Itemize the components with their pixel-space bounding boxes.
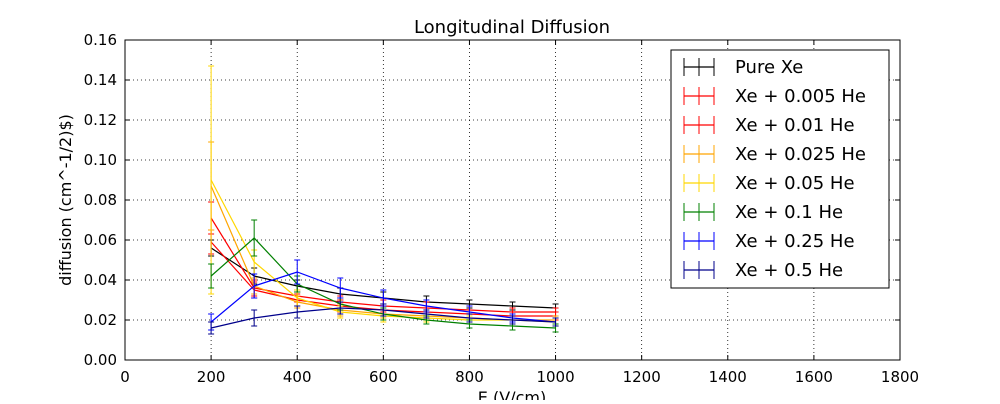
legend-label: Xe + 0.25 He — [735, 231, 855, 252]
legend-entry: Xe + 0.05 He — [683, 173, 855, 194]
y-axis-label: diffusion (cm^-1/2)$) — [56, 114, 75, 286]
legend-entry: Xe + 0.01 He — [683, 115, 855, 136]
y-tick-label: 0.14 — [84, 71, 117, 89]
x-tick-label: 600 — [369, 368, 398, 386]
legend: Pure Xe Xe + 0.005 He Xe + 0.01 He Xe + 0.0… — [670, 49, 890, 289]
y-tick-label: 0.04 — [84, 271, 117, 289]
x-tick-label: 1600 — [795, 368, 833, 386]
y-tick-label: 0.00 — [84, 351, 117, 369]
legend-entry: Xe + 0.1 He — [683, 202, 843, 223]
legend-label: Xe + 0.05 He — [735, 173, 855, 194]
y-tick-label: 0.12 — [84, 111, 117, 129]
legend-entry: Pure Xe — [683, 57, 803, 78]
axis-layer: 0 200 400 600 800 1000 1200 1400 1600 1800 0.00 0.0… — [84, 31, 920, 386]
series-layer — [208, 65, 559, 335]
legend-entry: Xe + 0.005 He — [683, 86, 866, 107]
x-tick-label: 1800 — [881, 368, 919, 386]
chart-title: Longitudinal Diffusion — [414, 17, 610, 38]
x-tick-label: 400 — [283, 368, 312, 386]
legend-entry: Xe + 0.25 He — [683, 231, 855, 252]
x-tick-label: 800 — [455, 368, 484, 386]
legend-label: Xe + 0.5 He — [735, 260, 843, 281]
legend-box — [670, 49, 890, 289]
x-tick-label: 200 — [197, 368, 226, 386]
x-tick-label: 1200 — [623, 368, 661, 386]
y-tick-label: 0.16 — [84, 31, 117, 49]
y-tick-label: 0.08 — [84, 191, 117, 209]
y-tick-label: 0.06 — [84, 231, 117, 249]
x-tick-label: 1400 — [709, 368, 747, 386]
x-tick-label: 1000 — [536, 368, 574, 386]
y-tick-label: 0.10 — [84, 151, 117, 169]
legend-label: Pure Xe — [735, 57, 803, 78]
legend-entry: Xe + 0.5 He — [683, 260, 843, 281]
legend-label: Xe + 0.005 He — [735, 86, 866, 107]
series-group — [208, 301, 559, 335]
legend-label: Xe + 0.1 He — [735, 202, 843, 223]
x-tick-label: 0 — [120, 368, 130, 386]
y-tick-label: 0.02 — [84, 311, 117, 329]
legend-entry: Xe + 0.025 He — [683, 144, 866, 165]
legend-label: Xe + 0.025 He — [735, 144, 866, 165]
x-axis-label: E (V/cm) — [478, 388, 546, 400]
legend-label: Xe + 0.01 He — [735, 115, 855, 136]
